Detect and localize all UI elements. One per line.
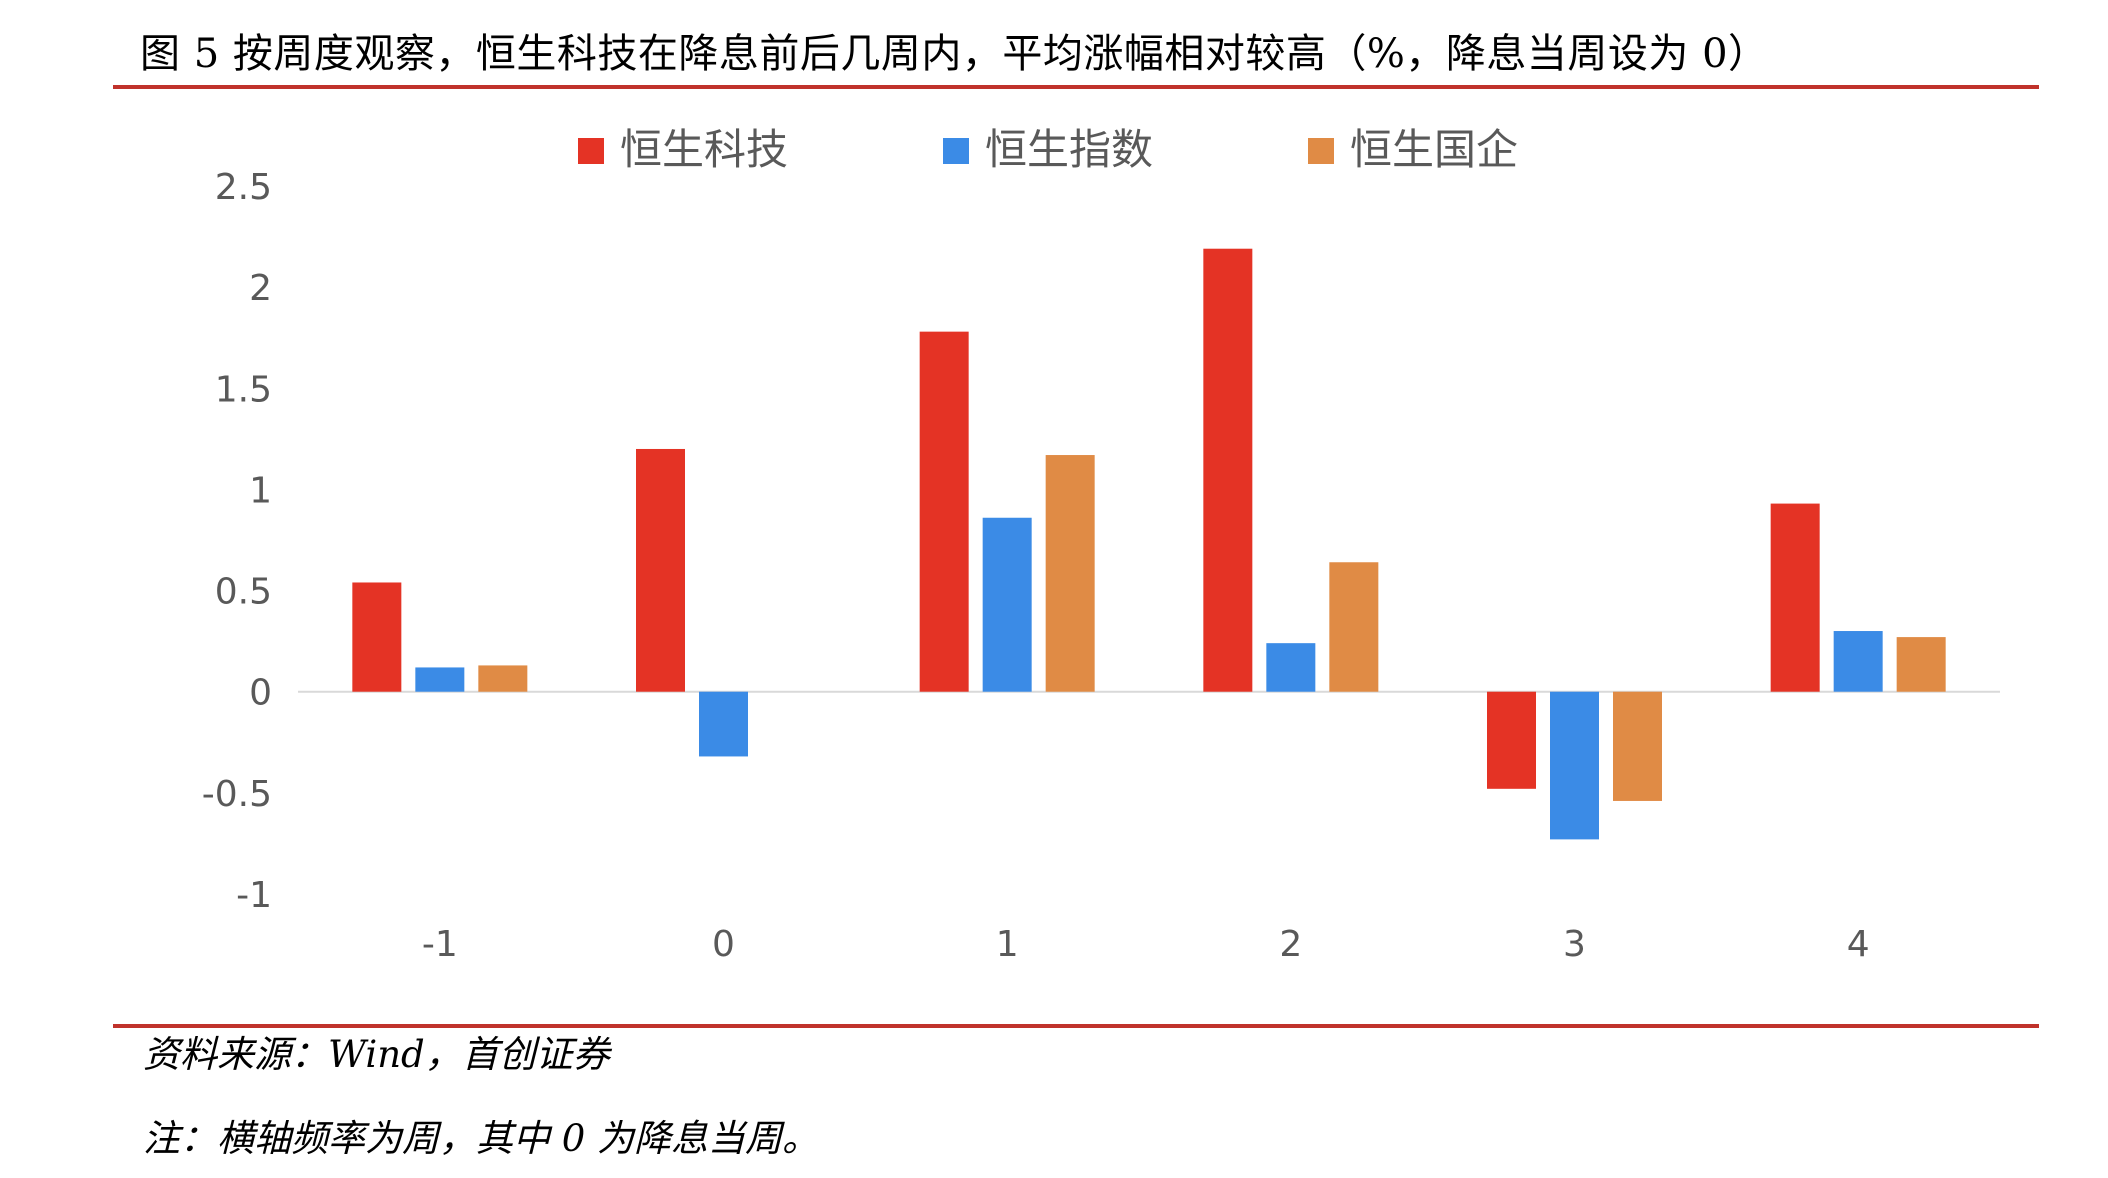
bar-3-1 [1045, 455, 1095, 692]
bar-2--1 [415, 667, 465, 692]
bar-2-0 [699, 691, 748, 757]
bar-1-0 [636, 448, 685, 692]
bar-3-2 [1329, 562, 1379, 692]
bottom-rule [113, 1024, 2039, 1028]
footnote: 注：横轴频率为周，其中 0 为降息当周。 [143, 1117, 820, 1160]
bar-1-3 [1487, 691, 1536, 789]
x-tick-label: 0 [712, 924, 735, 965]
bar-chart: 2.5 2 1.5 1 0.5 0 -0.5 -1 -1 0 1 2 3 4 恒生科技 恒生指数 恒生国企 [202, 125, 2000, 965]
legend-label: 恒生国企 [1350, 125, 1518, 174]
legend-label: 恒生科技 [620, 125, 788, 174]
bar-1-4 [1770, 503, 1820, 692]
y-tick-label: -0.5 [202, 774, 272, 815]
legend-label: 恒生指数 [985, 125, 1153, 174]
y-tick-label: -1 [236, 875, 272, 916]
x-tick-label: 4 [1847, 924, 1870, 965]
bar-3-4 [1896, 637, 1946, 692]
y-tick-label: 0.5 [215, 572, 272, 613]
bar-1-2 [1203, 248, 1253, 692]
x-tick-label: -1 [422, 924, 458, 965]
bar-2-1 [982, 517, 1032, 692]
x-tick-label: 1 [996, 924, 1019, 965]
y-tick-label: 2 [249, 268, 272, 309]
bar-3-3 [1613, 691, 1662, 801]
figure-title: 图 5 按周度观察，恒生科技在降息前后几周内，平均涨幅相对较高（%，降息当周设为… [140, 31, 1769, 77]
x-tick-label: 2 [1279, 924, 1302, 965]
legend-swatch [578, 138, 604, 164]
bar-3--1 [478, 665, 528, 692]
legend-swatch [1308, 138, 1334, 164]
y-tick-label: 1.5 [215, 369, 272, 410]
y-tick-label: 2.5 [215, 167, 272, 208]
legend-swatch [943, 138, 969, 164]
top-rule [113, 85, 2039, 89]
bar-2-2 [1266, 643, 1316, 692]
bar-1--1 [352, 582, 402, 692]
y-tick-label: 0 [249, 673, 272, 714]
y-tick-label: 1 [249, 470, 272, 511]
bar-2-4 [1833, 631, 1883, 692]
x-tick-label: 3 [1563, 924, 1586, 965]
bar-1-1 [919, 331, 969, 692]
source-note: 资料来源：Wind，首创证券 [143, 1033, 610, 1076]
bar-2-3 [1550, 691, 1599, 840]
